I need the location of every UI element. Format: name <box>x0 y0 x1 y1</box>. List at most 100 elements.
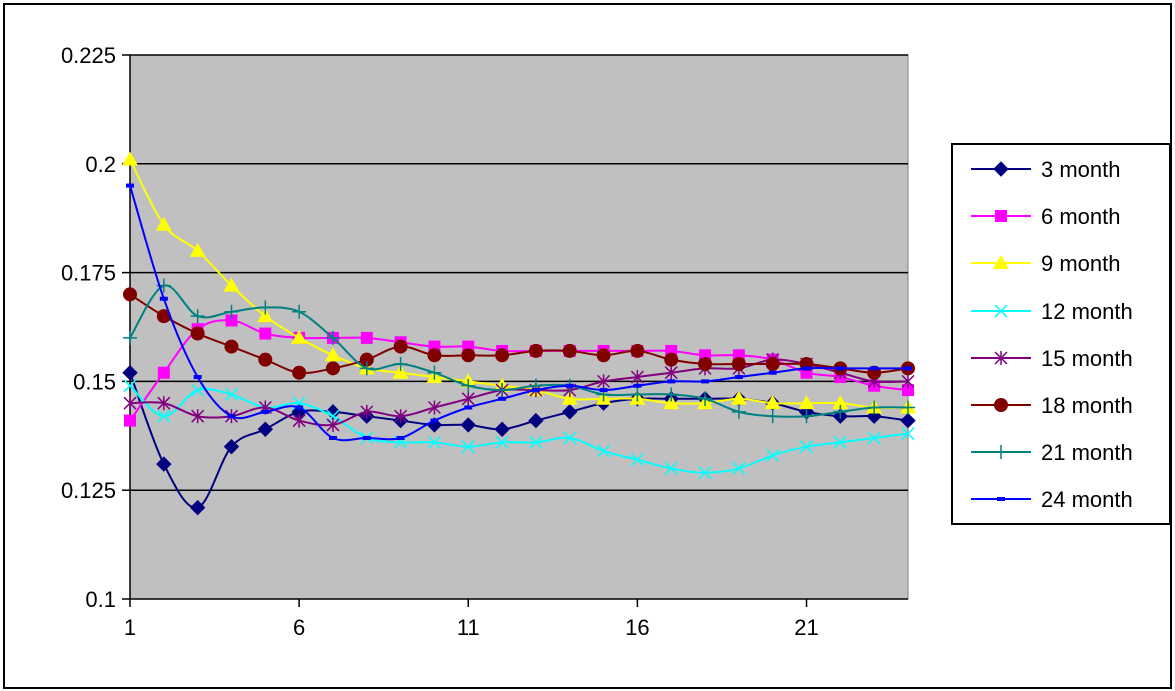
legend-swatch-18-month <box>971 398 1031 412</box>
data-point-3-month <box>122 364 138 381</box>
data-point-18-month <box>224 339 239 354</box>
data-point-15-month <box>191 409 205 424</box>
data-point-12-month <box>664 461 678 475</box>
x-tick-label: 1 <box>124 615 136 640</box>
chart-area: 0.1 0.125 0.15 0.175 0.2 0.225 1 6 11 16 21 3 mont… <box>3 3 1172 689</box>
legend-swatch-15-month <box>971 350 1031 365</box>
plot-background <box>129 54 909 600</box>
data-point-3-month <box>562 404 578 420</box>
data-point-9-month <box>798 395 815 410</box>
data-point-12-month <box>799 440 814 454</box>
data-point-12-month <box>427 435 441 449</box>
data-point-12-month <box>833 435 847 449</box>
data-point-24-month <box>227 414 236 419</box>
data-point-21-month <box>359 361 374 376</box>
data-point-15-month <box>427 400 441 415</box>
legend-label: 12 month <box>1041 298 1133 324</box>
data-point-12-month <box>698 466 712 480</box>
data-point-24-month <box>768 370 777 375</box>
data-point-18-month <box>528 343 543 358</box>
data-point-24-month <box>193 375 202 380</box>
data-point-9-month <box>561 390 578 405</box>
x-tick-label: 6 <box>293 615 305 640</box>
data-point-3-month <box>528 412 544 429</box>
data-point-9-month <box>764 395 781 410</box>
series-18-month <box>123 287 915 380</box>
legend-swatch-3-month <box>971 161 1031 177</box>
data-point-15-month <box>461 391 475 406</box>
y-tick-label: 0.2 <box>85 152 116 177</box>
data-point-21-month <box>901 400 915 415</box>
data-point-9-month <box>257 308 274 323</box>
legend-label: 15 month <box>1041 345 1133 371</box>
data-point-21-month <box>224 304 239 319</box>
series-24-month <box>126 183 912 442</box>
data-point-9-month <box>392 364 409 379</box>
data-point-3-month <box>156 456 172 472</box>
data-point-15-month <box>326 417 340 432</box>
data-point-12-month <box>630 453 644 467</box>
data-point-24-month <box>159 296 168 301</box>
legend-swatch-marker <box>994 350 1008 365</box>
data-point-15-month <box>292 413 306 428</box>
data-point-21-month <box>427 365 442 380</box>
data-point-24-month <box>565 383 574 388</box>
data-point-21-month <box>123 330 137 345</box>
data-point-9-month <box>291 329 308 344</box>
data-point-21-month <box>393 356 408 371</box>
legend-label: 21 month <box>1041 440 1133 466</box>
data-point-6-month <box>124 414 136 427</box>
data-point-18-month <box>731 356 746 371</box>
data-point-15-month <box>394 409 408 424</box>
data-point-6-month <box>259 327 272 340</box>
data-point-24-month <box>701 379 710 384</box>
legend-swatch-12-month <box>971 304 1031 318</box>
data-point-18-month <box>562 343 577 358</box>
data-point-9-month <box>155 216 172 231</box>
data-point-21-month <box>664 387 679 402</box>
data-point-24-month <box>667 379 676 384</box>
data-point-24-month <box>498 396 507 401</box>
data-point-21-month <box>258 300 273 315</box>
data-point-12-month <box>461 440 475 454</box>
data-point-24-month <box>904 366 912 371</box>
data-point-12-month <box>224 387 239 401</box>
data-point-12-month <box>529 435 543 449</box>
data-point-9-month <box>324 347 341 362</box>
data-point-6-month <box>157 366 170 379</box>
data-point-24-month <box>464 405 473 410</box>
y-tick-label: 0.175 <box>61 261 116 286</box>
data-point-3-month <box>900 412 916 429</box>
data-point-21-month <box>495 383 510 398</box>
legend-swatch-9-month <box>971 255 1031 270</box>
data-point-24-month <box>870 366 879 371</box>
data-point-18-month <box>427 348 442 363</box>
data-point-21-month <box>765 409 780 424</box>
legend-item-9-month: 9 month <box>953 244 1169 282</box>
data-point-12-month <box>563 431 577 445</box>
legend-label: 3 month <box>1041 157 1121 182</box>
data-point-15-month <box>360 404 374 419</box>
data-point-21-month <box>731 404 746 419</box>
data-point-3-month <box>460 417 476 433</box>
x-tick-label: 21 <box>794 615 818 640</box>
legend-label: 24 month <box>1041 487 1133 513</box>
y-tick-label: 0.1 <box>85 587 116 612</box>
y-tick-label: 0.125 <box>61 478 116 503</box>
data-point-21-month <box>799 409 814 424</box>
data-point-9-month <box>122 151 138 166</box>
data-point-9-month <box>663 395 680 410</box>
x-tick-label: 16 <box>625 615 649 640</box>
data-point-18-month <box>325 361 340 376</box>
data-point-24-month <box>328 435 337 440</box>
data-point-24-month <box>633 383 642 388</box>
data-point-21-month <box>867 400 882 415</box>
data-point-24-month <box>599 388 608 393</box>
data-point-21-month <box>325 330 340 345</box>
data-point-24-month <box>261 409 270 414</box>
chart-legend: 3 month 6 month 9 month 12 month 15 month 18 … <box>951 143 1171 525</box>
data-point-6-month <box>902 384 914 397</box>
data-point-24-month <box>802 366 811 371</box>
legend-swatch-marker <box>995 210 1007 223</box>
data-point-3-month <box>257 421 274 437</box>
